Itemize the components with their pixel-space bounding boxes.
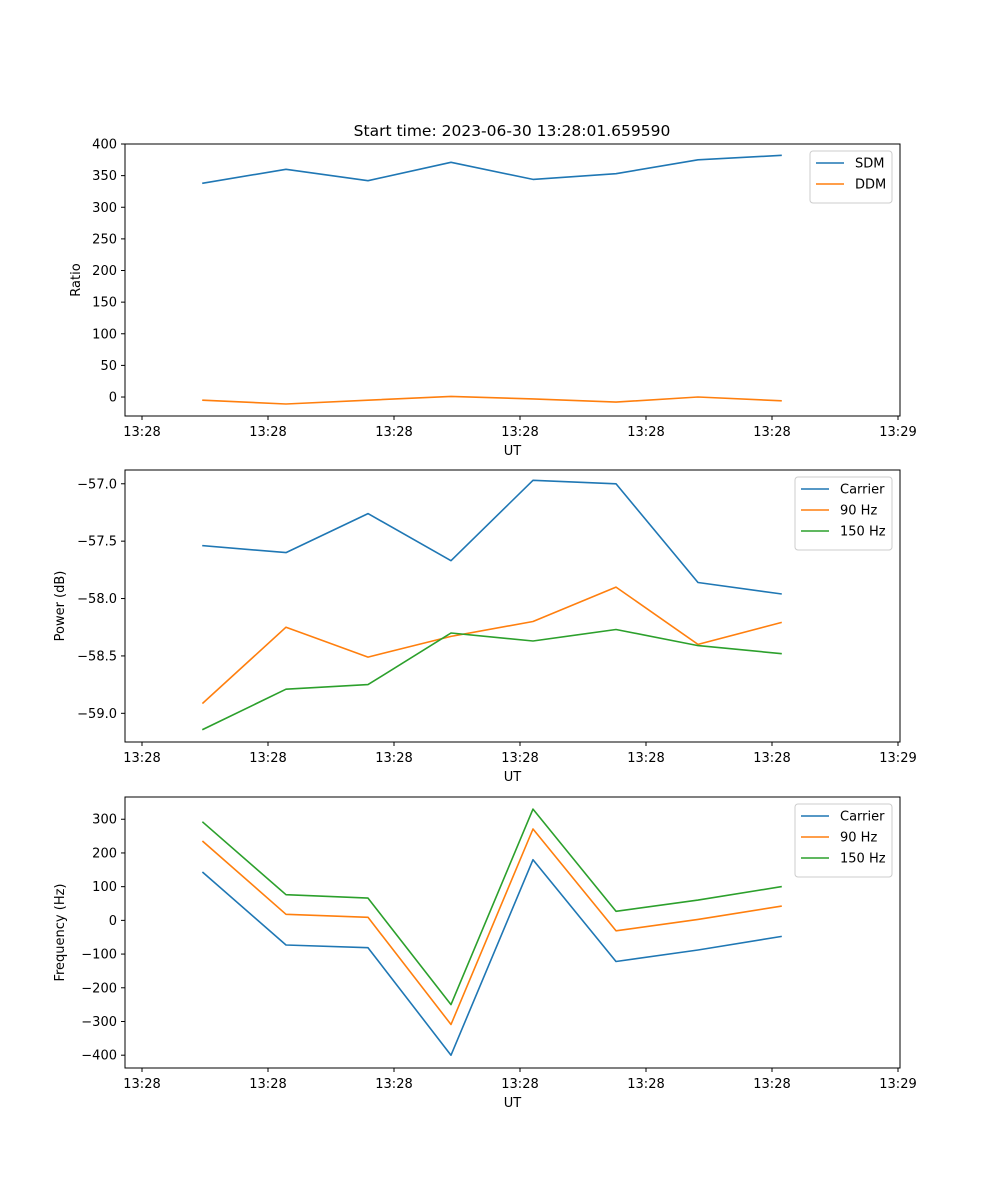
legend: Carrier 90 Hz 150 Hz [794,476,893,551]
y-tick-label: 100 [92,327,117,342]
legend-label: DDM [855,178,886,193]
y-tick-label: −400 [81,1049,117,1064]
y-tick-label: −300 [81,1015,117,1030]
y-tick-label: 350 [92,169,117,184]
y-tick-label: 200 [92,264,117,279]
x-tick-label: 13:29 [879,751,916,766]
x-tick-label: 13:28 [375,751,412,766]
x-tick-label: 13:28 [249,425,286,440]
x-tick-label: 13:29 [879,425,916,440]
x-tick-label: 13:28 [501,751,538,766]
legend-label: 150 Hz [840,525,886,540]
x-tick-label: 13:28 [375,1077,412,1092]
y-tick-label: 250 [92,232,117,247]
y-axis-label: Frequency (Hz) [53,883,68,981]
series-line-90-hz [201,828,782,1026]
x-tick-label: 13:28 [627,425,664,440]
y-tick-label: −58.0 [77,592,117,607]
legend-label: 90 Hz [840,831,877,846]
y-tick-label: −57.0 [77,477,117,492]
y-tick-label: −59.0 [77,707,117,722]
y-tick-label: 0 [109,914,117,929]
legend-box [809,150,893,204]
x-axis-label: UT [504,770,522,785]
x-tick-label: 13:28 [123,751,160,766]
plot-frame [124,143,901,417]
x-axis-label: UT [504,444,522,459]
y-tick-label: −200 [81,981,117,996]
series-line-150-hz [201,628,782,731]
y-tick-label: 150 [92,296,117,311]
x-tick-label: 13:28 [123,1077,160,1092]
x-tick-label: 13:28 [753,425,790,440]
series-line-ddm [202,395,782,405]
legend-label: 150 Hz [840,852,886,867]
y-axis-label: Ratio [69,263,84,296]
series-line-90-hz [201,586,782,705]
x-tick-label: 13:28 [249,1077,286,1092]
legend-label: SDM [855,157,884,172]
y-tick-label: 300 [92,201,117,216]
series-line-sdm [202,154,782,185]
y-tick-label: 100 [92,880,117,895]
y-axis-label: Power (dB) [53,571,68,642]
x-tick-label: 13:28 [501,1077,538,1092]
series-line-150-hz [201,808,782,1006]
x-tick-label: 13:28 [375,425,412,440]
plot-frame [124,469,901,743]
panel-2: 13:28 13:28 13:28 13:28 13:28 13:28 13:29 −59.0… [53,469,917,785]
figure-title: Start time: 2023-06-30 13:28:01.659590 [354,122,671,140]
y-tick-label: −58.5 [77,649,117,664]
y-tick-label: 300 [92,813,117,828]
legend: SDM DDM [809,150,893,204]
y-tick-label: 200 [92,846,117,861]
x-tick-label: 13:28 [501,425,538,440]
legend: Carrier 90 Hz 150 Hz [794,803,893,878]
legend-label: Carrier [840,483,885,498]
series-line-carrier [202,479,782,595]
y-tick-label: 400 [92,138,117,153]
x-tick-label: 13:28 [627,1077,664,1092]
panel-3: 13:28 13:28 13:28 13:28 13:28 13:28 13:29 −400 −… [53,796,917,1111]
series-line-carrier [201,858,782,1056]
y-tick-label: 50 [100,359,117,374]
x-tick-label: 13:29 [879,1077,916,1092]
y-tick-label: 0 [109,391,117,406]
x-axis-label: UT [504,1096,522,1111]
x-tick-label: 13:28 [753,751,790,766]
plot-frame [124,796,901,1069]
legend-label: 90 Hz [840,504,877,519]
x-tick-label: 13:28 [753,1077,790,1092]
y-tick-label: −100 [81,948,117,963]
panel-1: 13:28 13:28 13:28 13:28 13:28 13:28 13:29 0 50 10… [69,138,917,460]
x-tick-label: 13:28 [249,751,286,766]
x-tick-label: 13:28 [627,751,664,766]
y-tick-label: −57.5 [77,535,117,550]
x-tick-label: 13:28 [123,425,160,440]
legend-label: Carrier [840,810,885,825]
